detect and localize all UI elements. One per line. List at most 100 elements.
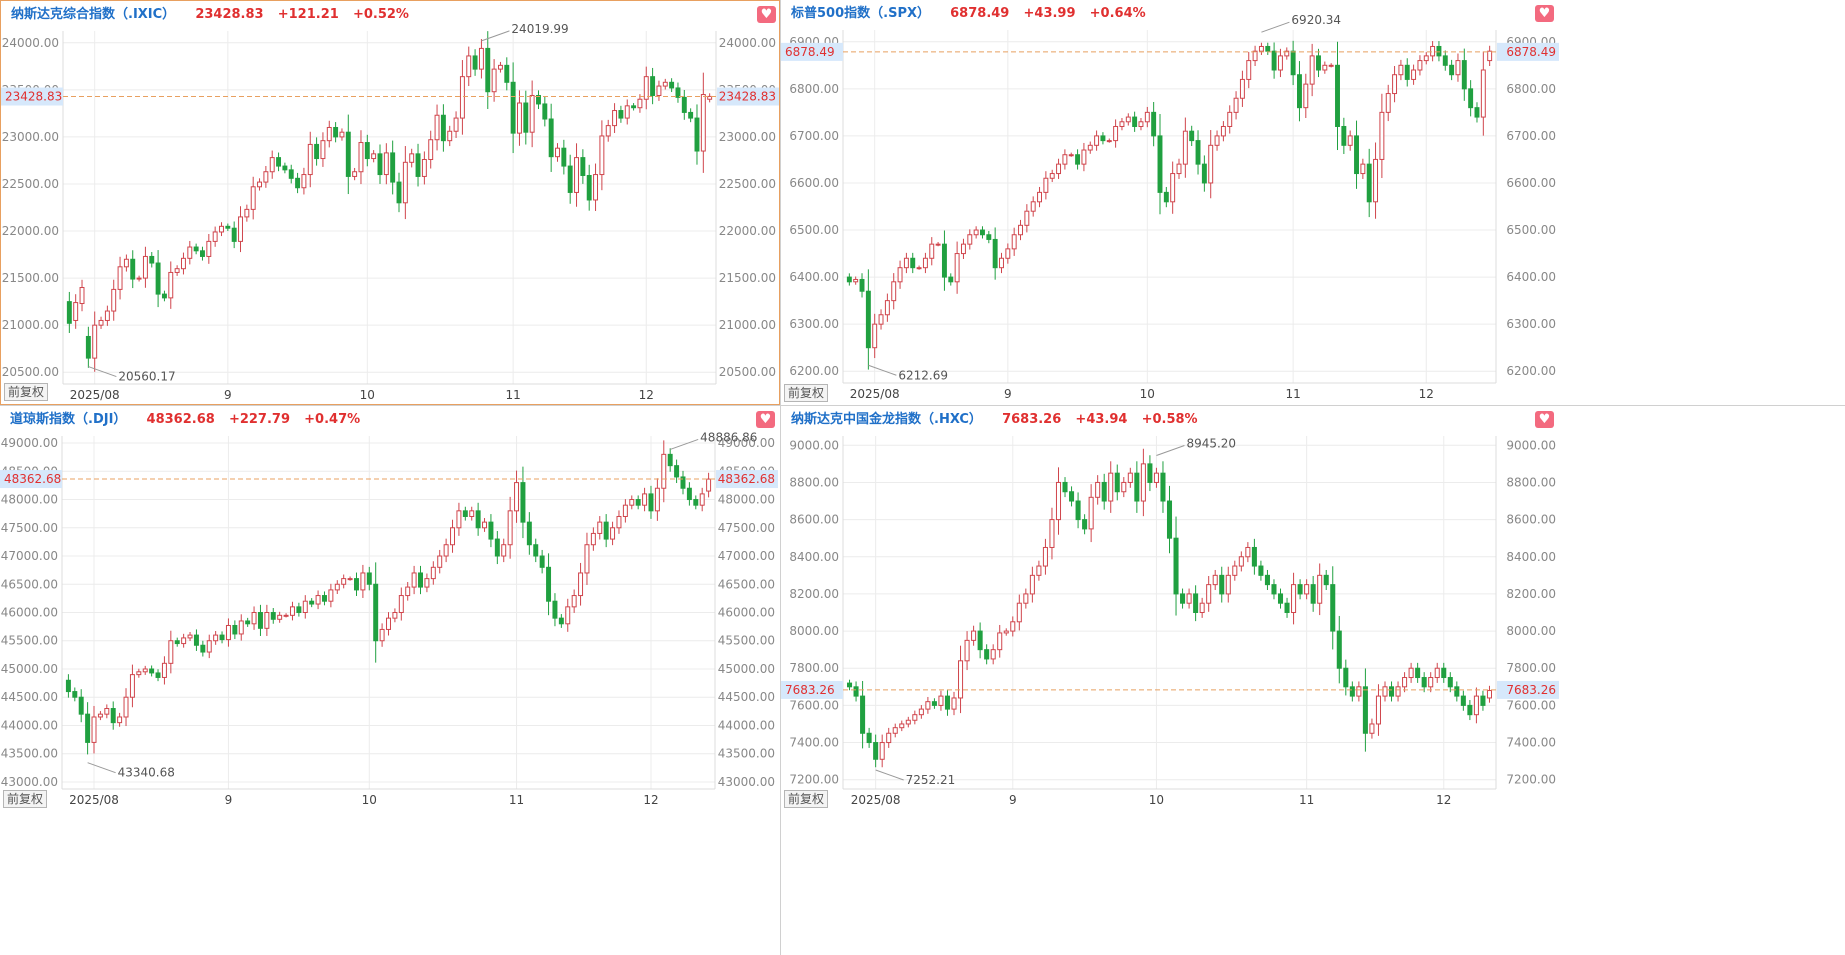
y-tick-label-left: 8000.00 [789, 624, 839, 638]
candlestick-chart[interactable]: 24000.0024000.0023500.0023500.0023000.00… [1, 22, 781, 406]
candle-body [597, 521, 603, 534]
candle-body [624, 105, 630, 119]
adjust-mode-button[interactable]: 前复权 [784, 790, 829, 808]
candle-body [616, 515, 622, 529]
candle-body [590, 532, 596, 546]
candle-body [1467, 704, 1473, 716]
candle-body [1415, 667, 1421, 679]
candle-body [1408, 667, 1414, 679]
candle-body [1195, 140, 1201, 165]
index-name[interactable]: 纳斯达克综合指数（.IXIC） [11, 7, 176, 22]
candle-body [984, 649, 990, 660]
heart-icon[interactable]: ♥ [757, 6, 776, 23]
candle-body [1225, 574, 1231, 595]
candle-body [1486, 690, 1492, 699]
index-name[interactable]: 标普500指数（.SPX） [791, 6, 930, 21]
candle-body [1392, 74, 1398, 95]
index-name[interactable]: 纳斯达克中国金龙指数（.HXC） [791, 412, 982, 427]
y-tick-label-left: 43500.00 [1, 747, 58, 761]
candle-body [853, 686, 859, 697]
candle-body [622, 504, 628, 517]
candle-body [1108, 472, 1114, 502]
candle-body [860, 695, 866, 734]
x-tick-label: 2025/08 [69, 793, 119, 807]
candle-body [482, 521, 488, 529]
candlestick-chart[interactable]: 9000.00 9000.00 8800.00 8800.00 8600.00 8600.… [781, 434, 1561, 811]
candle-body [488, 521, 494, 540]
candle-body [149, 668, 155, 674]
candle-body [631, 105, 637, 109]
y-tick-label-right: 21000.00 [719, 318, 776, 332]
candle-body [1042, 546, 1048, 567]
candle-body [321, 595, 327, 602]
heart-icon[interactable]: ♥ [756, 411, 775, 428]
high-pointer [1156, 444, 1185, 456]
y-tick-label-left: 44500.00 [1, 690, 58, 704]
adjust-mode-button[interactable]: 前复权 [4, 383, 49, 401]
candle-body [593, 174, 599, 201]
current-price-tag-right [717, 87, 779, 106]
index-price: 48362.68 [146, 412, 215, 427]
candle-body [642, 493, 648, 506]
y-tick-label-left: 45500.00 [1, 634, 58, 648]
candle-body [1379, 111, 1385, 160]
candle-body [526, 521, 532, 546]
candle-body [79, 287, 85, 305]
candle-body [552, 600, 558, 619]
candle-body [117, 716, 123, 724]
x-tick-label: 9 [225, 793, 233, 807]
candle-body [161, 662, 167, 678]
x-tick-label: 9 [1004, 387, 1012, 401]
candle-body [1147, 463, 1153, 483]
index-change-pct: +0.58% [1141, 412, 1198, 427]
candle-body [1447, 677, 1453, 688]
candle-body [1049, 519, 1055, 548]
candle-body [935, 243, 941, 246]
candle-body [1182, 130, 1188, 165]
candle-body [301, 174, 307, 189]
candle-body [1023, 593, 1029, 604]
candlestick-chart[interactable]: 49000.0049000.0048500.0048500.0048000.00… [0, 430, 780, 811]
chart-panel-hxc[interactable]: 纳斯达克中国金龙指数（.HXC） 7683.26 +43.94 +0.58% ♥… [781, 406, 1845, 955]
candle-body [1127, 472, 1133, 483]
index-price: 23428.83 [195, 7, 264, 22]
high-pointer [481, 30, 510, 42]
heart-icon[interactable]: ♥ [1535, 5, 1554, 22]
candle-body [440, 114, 446, 142]
candle-body [546, 566, 552, 602]
x-tick-label: 12 [1436, 793, 1451, 807]
candle-body [328, 589, 334, 602]
heart-icon[interactable]: ♥ [1535, 411, 1554, 428]
candle-body [456, 510, 462, 529]
x-tick-label: 2025/08 [850, 387, 900, 401]
candlestick-chart[interactable]: 6900.00 6900.00 6800.00 6800.00 6700.00 6700.… [781, 13, 1561, 405]
high-label: 8945.20 [1186, 436, 1236, 450]
x-tick-label: 11 [1299, 793, 1314, 807]
candle-body [282, 165, 288, 171]
x-tick-label: 11 [505, 388, 520, 402]
y-tick-label-right: 45500.00 [718, 634, 775, 648]
y-tick-label-left: 7600.00 [789, 698, 839, 712]
index-name[interactable]: 道琼斯指数（.DJI） [10, 412, 127, 427]
candle-body [1245, 546, 1251, 558]
candle-body [555, 147, 560, 158]
candle-body [1336, 630, 1342, 669]
adjust-mode-button[interactable]: 前复权 [3, 790, 48, 808]
candle-body [497, 64, 503, 70]
candle-body [599, 135, 605, 176]
y-tick-label-left: 43000.00 [1, 775, 58, 789]
chart-panel-ixic[interactable]: 纳斯达克综合指数（.IXIC） 23428.83 +121.21 +0.52% … [0, 0, 780, 405]
y-tick-label-left: 8600.00 [789, 513, 839, 527]
current-price-label-right: 7683.26 [1506, 683, 1556, 697]
index-change: +121.21 [277, 7, 339, 22]
adjust-mode-button[interactable]: 前复权 [784, 384, 829, 402]
candle-body [469, 510, 475, 517]
candle-body [307, 143, 313, 176]
y-tick-label-left: 22500.00 [2, 177, 59, 191]
candle-body [680, 476, 686, 489]
candle-body [430, 566, 436, 580]
chart-panel-dji[interactable]: 道琼斯指数（.DJI） 48362.68 +227.79 +0.47% ♥ 49… [0, 406, 780, 955]
candle-body [523, 102, 529, 133]
candle-body [462, 510, 468, 517]
chart-panel-spx[interactable]: 标普500指数（.SPX） 6878.49 +43.99 +0.64% ♥ 69… [781, 0, 1845, 405]
